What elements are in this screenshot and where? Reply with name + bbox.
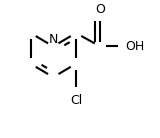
Text: N: N (49, 33, 58, 46)
Text: O: O (95, 3, 105, 16)
Text: Cl: Cl (70, 94, 82, 107)
Text: OH: OH (125, 40, 144, 53)
